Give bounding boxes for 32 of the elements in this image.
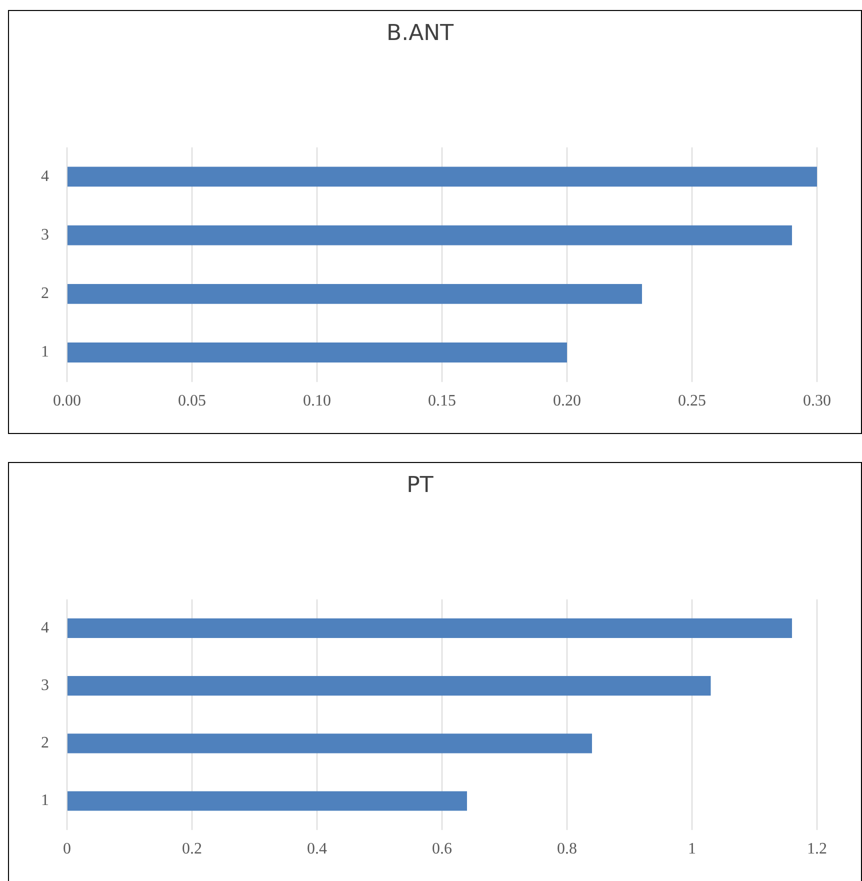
x-tick-label: 0.8 — [557, 840, 577, 858]
x-tick-label: 1 — [688, 840, 696, 858]
bar — [68, 734, 592, 754]
y-tick-label: 3 — [41, 677, 49, 694]
y-tick-label: 4 — [41, 168, 49, 185]
y-tick-label: 4 — [41, 619, 49, 636]
bar — [68, 225, 792, 246]
x-tick-label: 1.2 — [807, 840, 827, 858]
x-tick-label: 0.30 — [803, 392, 831, 410]
y-tick-label: 1 — [41, 792, 49, 810]
chart-title: B.ANT — [386, 20, 454, 46]
bar — [68, 676, 711, 696]
bar — [68, 342, 567, 362]
x-tick-label: 0.05 — [178, 392, 206, 410]
bar — [68, 166, 817, 187]
x-tick-label: 0.20 — [553, 392, 581, 410]
x-tick-label: 0.25 — [678, 392, 706, 410]
x-tick-label: 0.15 — [428, 392, 456, 410]
x-tick-label: 0.00 — [53, 392, 81, 410]
y-tick-label: 2 — [41, 734, 49, 752]
bar — [68, 284, 642, 304]
chart-title: PT — [406, 472, 434, 498]
x-tick-label: 0.6 — [432, 840, 452, 858]
y-tick-label: 1 — [41, 344, 49, 361]
x-tick-label: 0 — [63, 840, 71, 858]
bar — [68, 618, 792, 638]
x-tick-label: 0.10 — [303, 392, 331, 410]
x-tick-label: 0.4 — [307, 840, 327, 858]
y-tick-label: 3 — [41, 226, 49, 244]
bar — [68, 791, 467, 811]
y-tick-label: 2 — [41, 285, 49, 302]
x-tick-label: 0.2 — [182, 840, 202, 858]
